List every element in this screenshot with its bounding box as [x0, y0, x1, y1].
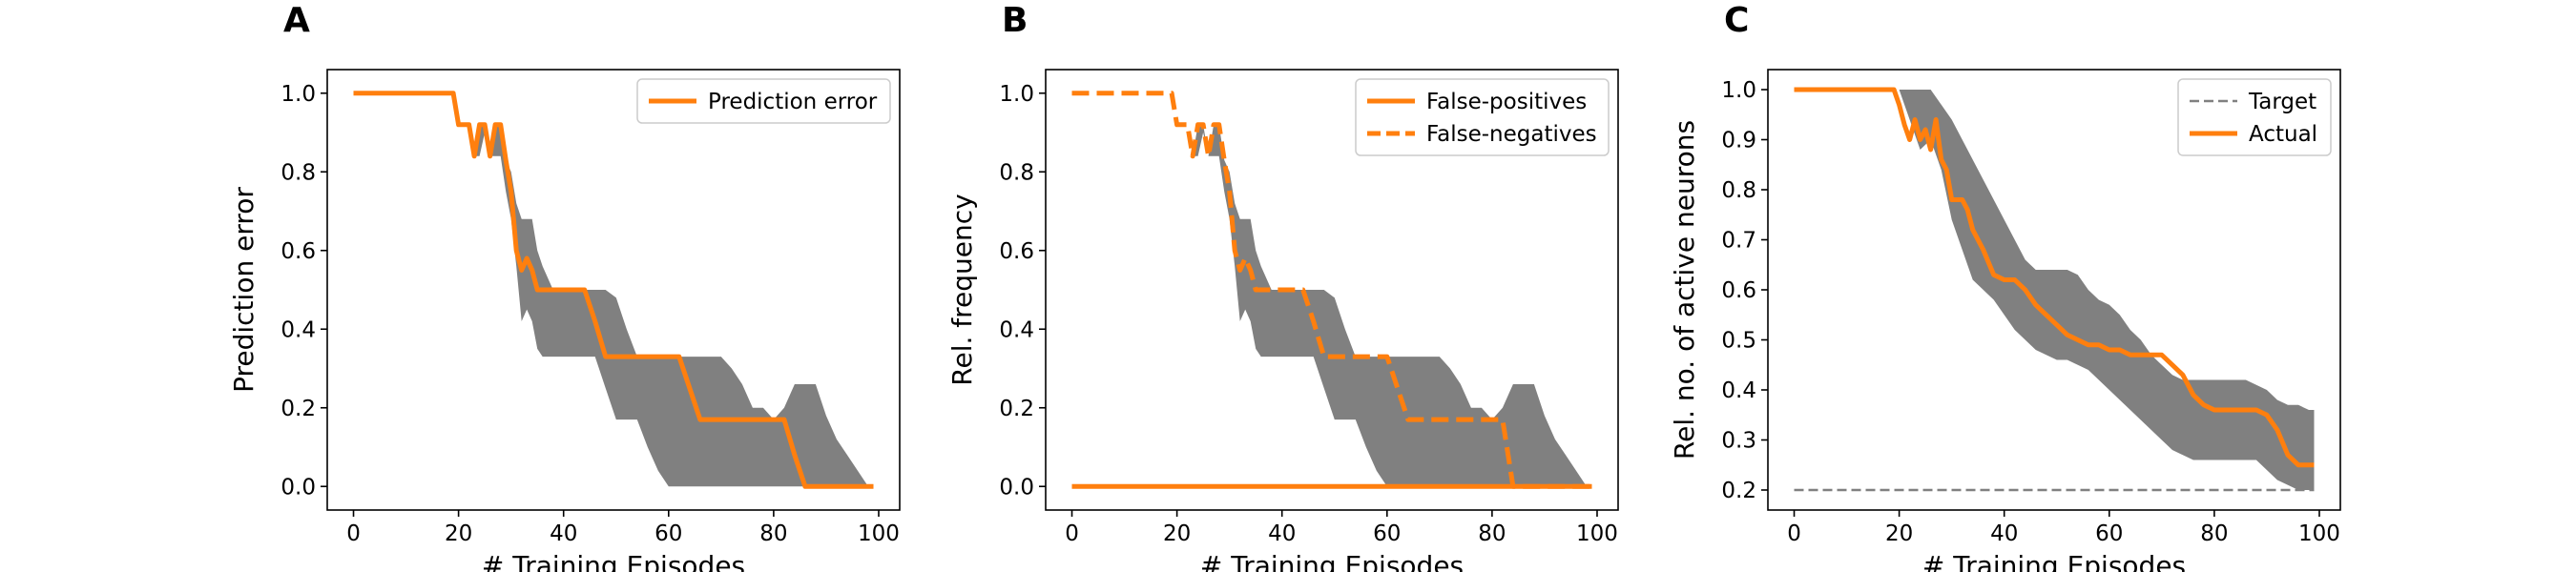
y-axis-label: Rel. no. of active neurons [1669, 120, 1700, 460]
x-tick-label: 40 [1990, 521, 2018, 546]
plot-frame [1045, 69, 1619, 511]
y-tick-label: 0.4 [999, 317, 1034, 342]
legend-entry: Prediction error [708, 90, 878, 114]
series-line-1 [353, 91, 874, 489]
legend-box [636, 78, 891, 124]
x-tick-label: 40 [550, 521, 577, 546]
y-tick-label: 0.4 [280, 317, 316, 342]
y-tick-label: 0.4 [1721, 378, 1756, 403]
y-tick-label: 0.8 [1721, 178, 1756, 203]
x-tick-label: 60 [654, 521, 682, 546]
y-tick-label: 0.8 [280, 160, 316, 185]
y-tick-label: 0.0 [999, 475, 1034, 500]
x-tick-label: 60 [2095, 521, 2123, 546]
x-tick-label: 80 [759, 521, 787, 546]
x-tick-label: 100 [2298, 521, 2340, 546]
y-tick-label: 1.0 [280, 82, 316, 107]
legend-box [2177, 78, 2332, 156]
y-tick-label: 0.6 [999, 239, 1034, 264]
legend-box [1355, 78, 1610, 156]
y-tick-label: 0.2 [999, 397, 1034, 421]
x-axis-label: # Training Episodes [1922, 550, 2186, 572]
y-tick-label: 0.0 [280, 475, 316, 500]
x-tick-label: 40 [1268, 521, 1296, 546]
x-tick-label: 0 [1065, 521, 1079, 546]
panel-label: B [1002, 1, 1028, 40]
y-tick-label: 0.2 [1721, 479, 1756, 503]
spread-band [353, 92, 874, 487]
y-tick-label: 0.5 [1721, 329, 1756, 354]
panel-label: C [1724, 1, 1749, 40]
spread-band [1794, 90, 2315, 490]
panel-label: A [283, 1, 310, 40]
legend: False-positives False-negatives [1355, 78, 1610, 156]
plot-frame [326, 69, 901, 511]
x-axis-label: # Training Episodes [1200, 550, 1464, 572]
spread-band [1071, 92, 1592, 487]
legend-entry: Actual [2249, 122, 2317, 147]
y-axis-label: Rel. frequency [946, 194, 978, 385]
x-tick-label: 80 [2200, 521, 2228, 546]
y-tick-label: 0.6 [1721, 278, 1756, 303]
series-line-2 [1071, 91, 1592, 489]
x-tick-label: 0 [346, 521, 361, 546]
y-axis-label: Prediction error [228, 187, 260, 393]
legend: Prediction error [636, 78, 891, 124]
x-tick-label: 20 [1163, 521, 1191, 546]
y-tick-label: 0.2 [280, 397, 316, 421]
x-tick-label: 0 [1787, 521, 1801, 546]
y-tick-label: 1.0 [999, 82, 1034, 107]
y-tick-label: 0.8 [999, 160, 1034, 185]
x-tick-label: 20 [1885, 521, 1913, 546]
y-tick-label: 0.6 [280, 239, 316, 264]
x-tick-label: 100 [1576, 521, 1618, 546]
panel-c: C 0 20 40 60 80 100 0.2 0.3 0.4 0.5 0.6 0.7 0.8 0.9 1.0… [1669, 1, 2341, 572]
panel-b: B 0 20 40 60 80 100 0.0 0.2 0.4 0.6 0.8 1.0 # Trainin… [946, 1, 1619, 572]
x-tick-label: 20 [445, 521, 472, 546]
y-tick-label: 1.0 [1721, 78, 1756, 103]
y-tick-label: 0.3 [1721, 429, 1756, 454]
legend: Target Actual [2177, 78, 2332, 156]
x-tick-label: 100 [858, 521, 900, 546]
legend-entry: Target [2248, 90, 2316, 114]
y-tick-label: 0.7 [1721, 229, 1756, 254]
x-tick-label: 60 [1373, 521, 1401, 546]
y-tick-label: 0.9 [1721, 129, 1756, 153]
series-line-2 [1794, 87, 2315, 468]
panel-a: A 0 20 40 60 80 100 0.0 0.2 0.4 0.6 0.8 1.0 # Trainin… [228, 1, 901, 572]
x-tick-label: 80 [1478, 521, 1506, 546]
legend-entry: False-positives [1426, 90, 1587, 114]
legend-entry: False-negatives [1426, 122, 1597, 147]
x-axis-label: # Training Episodes [482, 550, 745, 572]
